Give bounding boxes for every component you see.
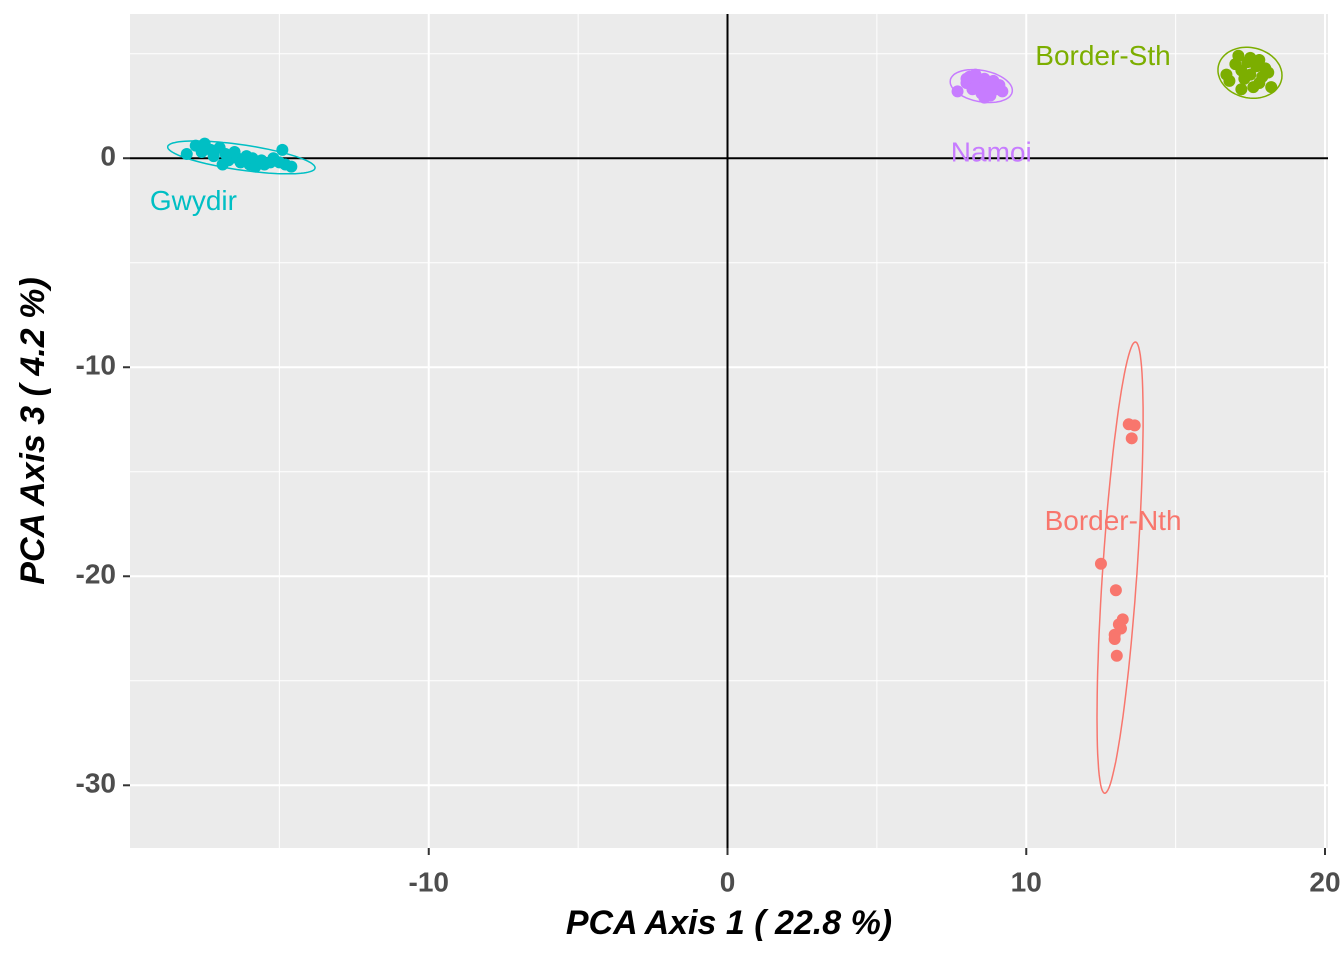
grid [130, 14, 1328, 848]
point [978, 91, 991, 104]
point [1094, 557, 1107, 570]
point [207, 150, 220, 163]
point [1262, 66, 1275, 79]
point [960, 72, 973, 85]
point [1235, 83, 1248, 96]
confidence-ellipse [949, 68, 1014, 104]
confidence-ellipse [1096, 341, 1144, 794]
point [1244, 51, 1257, 64]
point [1244, 68, 1257, 81]
point [1265, 81, 1278, 94]
point [1128, 419, 1141, 432]
group-label: Border-Nth [1045, 505, 1182, 536]
x-tick-label: -10 [409, 866, 449, 897]
point [276, 143, 289, 156]
point [996, 85, 1009, 98]
point [1253, 53, 1266, 66]
point [216, 158, 229, 171]
point [951, 85, 964, 98]
group-label: Namoi [951, 136, 1032, 167]
point [285, 160, 298, 173]
point [1232, 49, 1245, 62]
point [180, 148, 193, 161]
point [1108, 632, 1121, 645]
point [1114, 622, 1127, 635]
y-tick-label: 0 [100, 141, 116, 172]
marks: Border-Nth Border-Sth Gwydir Namoi [150, 40, 1283, 794]
x-tick-label: 10 [1011, 866, 1042, 897]
y-axis-title: PCA Axis 3 ( 4.2 %) [14, 277, 52, 584]
point [969, 81, 982, 94]
group-label: Gwydir [150, 185, 237, 216]
x-tick-label: 0 [720, 866, 736, 897]
point [1253, 76, 1266, 89]
confidence-ellipse [1217, 46, 1283, 99]
point [1125, 432, 1138, 445]
point [1109, 584, 1122, 597]
point [1223, 74, 1236, 87]
plot-background [130, 14, 1328, 848]
x-tick-label: 20 [1309, 866, 1340, 897]
x-axis-title: PCA Axis 1 ( 22.8 %) [566, 904, 892, 942]
y-tick-label: -30 [76, 768, 116, 799]
group-label: Border-Sth [1035, 40, 1170, 71]
point [1110, 649, 1123, 662]
y-tick-label: -10 [76, 350, 116, 381]
y-tick-label: -20 [76, 559, 116, 590]
point [195, 145, 208, 158]
